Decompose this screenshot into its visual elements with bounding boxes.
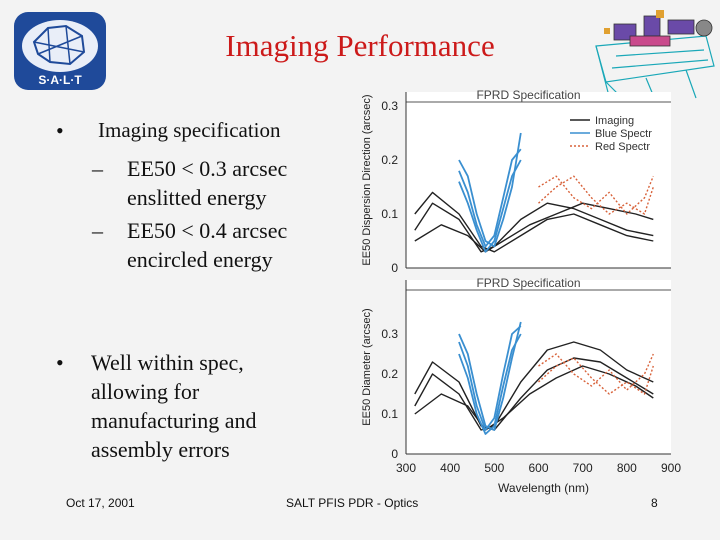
dash: – xyxy=(92,218,103,243)
series-line-blue-spectr xyxy=(458,132,522,248)
x-axis-label: Wavelength (nm) xyxy=(498,481,589,495)
x-tick-label: 800 xyxy=(617,461,637,475)
y-tick-label: 0.2 xyxy=(381,153,398,167)
x-tick-label: 900 xyxy=(661,461,681,475)
bullet-dot: • xyxy=(56,118,64,143)
ee50-chart-svg: FPRD Specification 0 0.1 0.2 0.3 EE50 Dispers… xyxy=(361,88,681,495)
subbullet-line2: enslitted energy xyxy=(127,185,267,210)
series-line-imaging xyxy=(414,202,654,253)
series-line-imaging xyxy=(414,202,654,253)
x-tick-label: 500 xyxy=(484,461,504,475)
legend-entry: Red Spectr xyxy=(595,141,650,153)
bullet-text: Imaging specification xyxy=(98,118,281,142)
legend-entry: Imaging xyxy=(595,115,634,127)
y-tick-label: 0.3 xyxy=(381,99,398,113)
slide-title: Imaging Performance xyxy=(225,28,495,63)
y-tick-label: 0.1 xyxy=(381,407,398,421)
y-tick-label: 0 xyxy=(391,261,398,275)
series-line-blue-spectr xyxy=(458,333,522,435)
x-tick-label: 600 xyxy=(528,461,548,475)
y-tick-label: 0.1 xyxy=(381,207,398,221)
series-line-blue-spectr xyxy=(458,321,522,431)
series-line-blue-spectr xyxy=(458,148,522,248)
legend-entry: Blue Spectr xyxy=(595,128,652,140)
plot-area xyxy=(406,92,671,268)
series-line-red-spectr xyxy=(538,175,654,215)
dash: – xyxy=(92,156,103,181)
subbullet-line1: EE50 < 0.4 arcsec xyxy=(127,218,288,243)
series-line-imaging xyxy=(414,341,654,431)
series-line-blue-spectr xyxy=(458,159,522,253)
series-line-imaging xyxy=(414,191,654,253)
series-line-imaging xyxy=(414,365,654,431)
footer-center: SALT PFIS PDR - Optics xyxy=(286,496,419,510)
instrument-illustration xyxy=(586,6,720,104)
subbullet-line1: EE50 < 0.3 arcsec xyxy=(127,156,288,181)
y-tick-label: 0 xyxy=(391,447,398,461)
series-line-red-spectr xyxy=(538,175,654,215)
spec-label: FPRD Specification xyxy=(476,88,580,102)
logo-text: S·A·L·T xyxy=(38,73,82,87)
y-tick-label: 0.2 xyxy=(381,367,398,381)
y-axis-label: EE50 Diameter (arcsec) xyxy=(361,308,373,425)
x-tick-label: 300 xyxy=(396,461,416,475)
footer-date: Oct 17, 2001 xyxy=(66,496,135,510)
series-line-imaging xyxy=(414,357,654,431)
series-line-red-spectr xyxy=(538,353,654,391)
spec-label: FPRD Specification xyxy=(476,276,580,290)
plot-area xyxy=(406,280,671,454)
salt-logo: S·A·L·T xyxy=(14,12,106,90)
x-tick-label: 400 xyxy=(440,461,460,475)
footer-page-number: 8 xyxy=(651,496,658,510)
subbullet-line2: encircled energy xyxy=(127,247,273,272)
ee50-chart: FPRD Specification 0 0.1 0.2 0.3 EE50 Dispers… xyxy=(356,80,686,500)
bullet-dot: • xyxy=(56,350,64,375)
series-line-blue-spectr xyxy=(458,325,522,431)
y-tick-label: 0.3 xyxy=(381,327,398,341)
x-tick-label: 700 xyxy=(573,461,593,475)
y-axis-label: EE50 Dispersion Direction (arcsec) xyxy=(361,94,373,265)
bullet-text: Well within spec, allowing for manufactu… xyxy=(91,350,257,462)
series-line-red-spectr xyxy=(538,357,654,395)
